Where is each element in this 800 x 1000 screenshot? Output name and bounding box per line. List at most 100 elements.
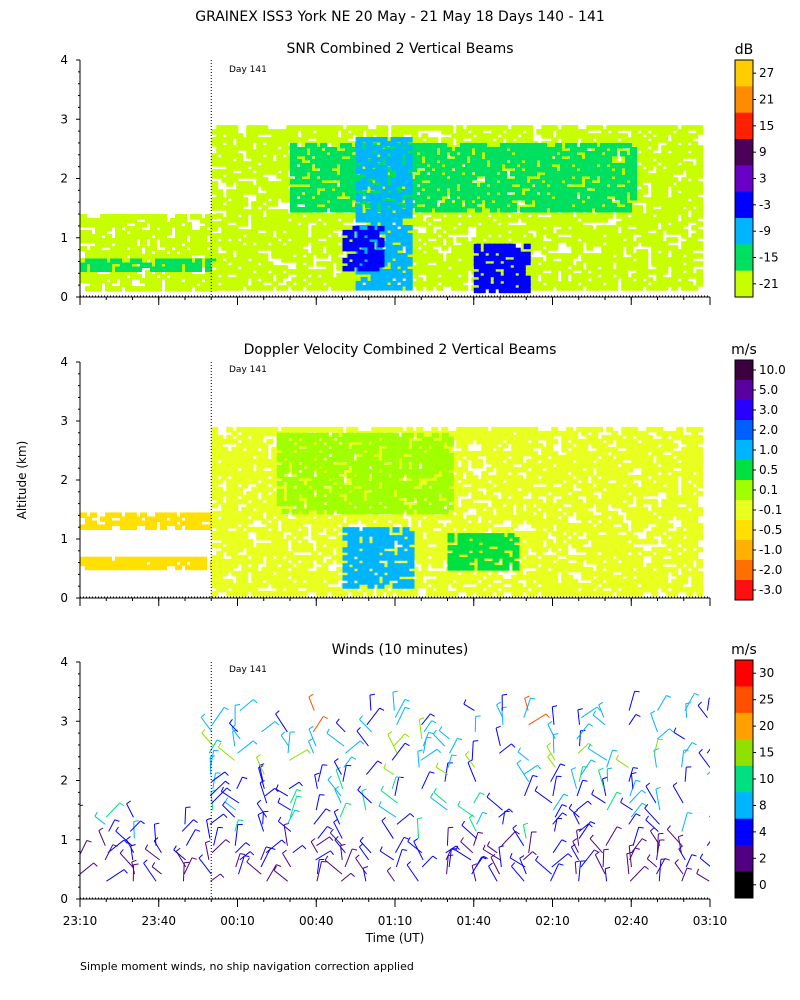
heatmap-cell xyxy=(226,181,234,187)
heatmap-cell xyxy=(545,194,552,201)
heatmap-cell xyxy=(226,253,234,259)
heatmap-cell xyxy=(400,149,408,155)
heatmap-cell xyxy=(276,241,284,247)
heatmap-cell xyxy=(601,229,609,235)
heatmap-cell xyxy=(411,281,419,287)
heatmap-cell xyxy=(155,214,162,220)
heatmap-cell xyxy=(591,261,599,267)
heatmap-cell xyxy=(555,202,562,209)
heatmap-cell xyxy=(470,162,477,169)
heatmap-cell xyxy=(498,283,506,290)
heatmap-cell xyxy=(241,213,249,219)
heatmap-cell xyxy=(411,245,419,251)
heatmap-cell xyxy=(180,214,187,220)
heatmap-cell xyxy=(556,265,564,271)
heatmap-cell xyxy=(276,173,284,179)
heatmap-cell xyxy=(498,287,506,294)
heatmap-cell xyxy=(606,233,614,239)
heatmap-cell xyxy=(221,205,229,211)
heatmap-cell xyxy=(286,189,294,195)
heatmap-cell xyxy=(606,281,614,287)
heatmap-cell xyxy=(231,205,239,211)
heatmap-cell xyxy=(493,259,501,266)
heatmap-cell xyxy=(540,198,547,205)
heatmap-cell xyxy=(641,217,649,223)
heatmap-cell xyxy=(335,158,342,165)
heatmap-cell xyxy=(505,198,512,205)
heatmap-cell xyxy=(271,169,279,175)
heatmap-cell xyxy=(561,217,569,223)
heatmap-cell xyxy=(400,257,408,263)
heatmap-cell xyxy=(350,182,357,189)
heatmap-cell xyxy=(362,229,370,236)
heatmap-cell xyxy=(521,189,529,195)
heatmap-cell xyxy=(295,190,302,197)
heatmap-cell xyxy=(518,267,526,274)
heatmap-cell xyxy=(321,137,329,143)
heatmap-cell xyxy=(291,137,299,143)
heatmap-cell xyxy=(681,265,689,271)
heatmap-cell xyxy=(350,194,357,201)
heatmap-cell xyxy=(656,253,664,259)
heatmap-cell xyxy=(140,520,147,526)
heatmap-cell xyxy=(590,170,597,177)
heatmap-cell xyxy=(531,265,539,271)
heatmap-cell xyxy=(195,214,202,220)
heatmap-cell xyxy=(360,269,368,275)
heatmap-cell xyxy=(395,285,403,291)
heatmap-cell xyxy=(85,266,92,272)
heatmap-cell xyxy=(347,265,355,272)
heatmap-cell xyxy=(135,516,142,522)
heatmap-cell xyxy=(301,221,309,227)
heatmap-cell xyxy=(145,274,152,280)
heatmap-cell xyxy=(515,190,522,197)
heatmap-cell xyxy=(636,189,644,195)
heatmap-cell xyxy=(505,182,512,189)
heatmap-cell xyxy=(145,246,152,252)
heatmap-cell xyxy=(661,245,669,251)
heatmap-cell xyxy=(676,225,684,231)
heatmap-cell xyxy=(311,217,319,223)
heatmap-cell xyxy=(546,217,554,223)
heatmap-cell xyxy=(551,265,559,271)
heatmap-cell xyxy=(311,229,319,235)
heatmap-cell xyxy=(105,286,112,292)
heatmap-cell xyxy=(336,169,344,175)
heatmap-cell xyxy=(286,253,294,259)
heatmap-cell xyxy=(256,233,264,239)
heatmap-cell xyxy=(365,141,373,147)
heatmap-cell xyxy=(316,261,324,267)
heatmap-cell xyxy=(686,189,694,195)
heatmap-cell xyxy=(425,142,432,149)
heatmap-cell xyxy=(636,209,644,215)
heatmap-cell xyxy=(636,257,644,263)
heatmap-cell xyxy=(330,194,337,201)
heatmap-cell xyxy=(211,514,219,521)
heatmap-cell xyxy=(395,165,403,171)
heatmap-cell xyxy=(451,257,459,263)
heatmap-cell xyxy=(90,520,97,526)
heatmap-cell xyxy=(95,564,102,571)
heatmap-cell xyxy=(546,229,554,235)
heatmap-cell xyxy=(231,281,239,287)
heatmap-cell xyxy=(636,237,644,243)
heatmap-cell xyxy=(375,285,383,291)
heatmap-cell xyxy=(551,269,559,275)
heatmap-cell xyxy=(410,202,417,209)
heatmap-cell xyxy=(575,202,582,209)
heatmap-cell xyxy=(221,221,229,227)
heatmap-cell xyxy=(296,137,304,143)
heatmap-cell xyxy=(316,245,324,251)
heatmap-cell xyxy=(510,162,517,169)
heatmap-cell xyxy=(575,170,582,177)
heatmap-cell xyxy=(390,201,398,207)
heatmap-cell xyxy=(566,253,574,259)
heatmap-cell xyxy=(211,169,219,175)
heatmap-cell xyxy=(130,214,137,220)
heatmap-cell xyxy=(216,189,224,195)
heatmap-cell xyxy=(180,512,187,518)
heatmap-cell xyxy=(360,137,368,143)
heatmap-cell xyxy=(591,229,599,235)
heatmap-cell xyxy=(320,194,327,201)
heatmap-cell xyxy=(591,241,599,247)
